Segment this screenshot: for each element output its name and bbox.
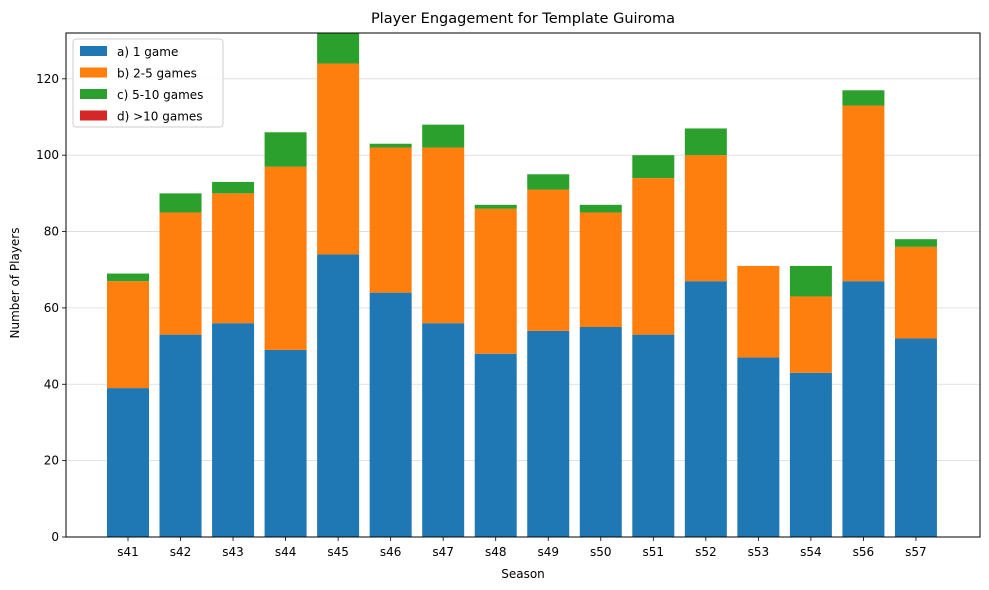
y-tick-label: 0 xyxy=(51,530,59,544)
bar-segment xyxy=(474,353,517,537)
bar-segment xyxy=(107,273,149,282)
y-axis: 0 20 40 60 80 100 120 xyxy=(36,72,66,544)
bar-segment xyxy=(632,334,675,537)
x-tick-label: s48 xyxy=(485,545,507,559)
bar-segment xyxy=(264,349,307,537)
bar-segment xyxy=(107,388,149,537)
bar-segment xyxy=(159,193,202,213)
x-tick-label: s44 xyxy=(275,545,297,559)
bar-segment xyxy=(264,132,307,167)
x-tick-label: s57 xyxy=(905,545,927,559)
x-tick-label: s41 xyxy=(117,545,139,559)
bar-segment xyxy=(527,330,570,537)
bar-segment xyxy=(212,181,255,194)
x-tick-label: s43 xyxy=(222,545,244,559)
bar-segment xyxy=(422,124,465,148)
legend: a) 1 game b) 2-5 games c) 5-10 games d) >10… xyxy=(72,38,224,128)
x-tick-label: s51 xyxy=(643,545,665,559)
bar-segment xyxy=(474,204,517,209)
bar-segment xyxy=(317,254,360,538)
x-axis-title: Season xyxy=(501,567,545,581)
legend-label: b) 2-5 games xyxy=(117,67,197,81)
bar-segment xyxy=(474,208,517,354)
bar-segment xyxy=(894,338,937,537)
y-tick-label: 20 xyxy=(44,454,59,468)
bar-segment xyxy=(159,212,202,335)
bar-segment xyxy=(789,372,832,537)
bar-segment xyxy=(684,281,727,537)
plot-frame xyxy=(65,32,981,538)
y-axis-title: Number of Players xyxy=(8,228,22,339)
bar-segment xyxy=(159,334,202,537)
bar-segment xyxy=(842,281,885,537)
bar-segment xyxy=(632,155,675,179)
legend-swatch xyxy=(80,46,107,56)
bar-segment xyxy=(527,174,570,190)
x-tick-label: s56 xyxy=(853,545,875,559)
legend-label: d) >10 games xyxy=(117,110,203,124)
legend-label: c) 5-10 games xyxy=(117,88,203,102)
bar-segment xyxy=(212,193,255,324)
bar-segment xyxy=(632,178,675,335)
x-tick-label: s42 xyxy=(170,545,192,559)
x-tick-label: s54 xyxy=(800,545,822,559)
bar-segment xyxy=(369,143,412,148)
legend-label: a) 1 game xyxy=(117,45,178,59)
y-tick-label: 80 xyxy=(44,225,59,239)
bar-segment xyxy=(422,147,465,324)
legend-swatch xyxy=(80,89,107,99)
chart-title: Player Engagement for Template Guiroma xyxy=(371,11,675,27)
bar-segment xyxy=(842,105,885,282)
bar-segment xyxy=(684,128,727,156)
bar-segment xyxy=(317,33,360,64)
bar-segment xyxy=(894,239,937,247)
x-tick-label: s49 xyxy=(537,545,559,559)
bar-segment xyxy=(737,357,780,537)
bar-segment xyxy=(789,265,832,297)
bar-segment xyxy=(737,265,780,358)
bar-segment xyxy=(579,212,622,327)
y-tick-label: 120 xyxy=(36,72,59,86)
legend-box xyxy=(72,38,224,128)
bar-segment xyxy=(579,327,622,537)
x-tick-label: s50 xyxy=(590,545,612,559)
x-tick-label: s46 xyxy=(380,545,402,559)
bar-segment xyxy=(264,166,307,350)
bar-segment xyxy=(369,147,412,293)
x-tick-label: s53 xyxy=(748,545,770,559)
bar-segment xyxy=(422,323,465,537)
bar-segment xyxy=(212,323,255,537)
bar-segment xyxy=(107,281,149,389)
x-tick-label: s52 xyxy=(695,545,717,559)
bar-segment xyxy=(894,246,937,339)
bar-segment xyxy=(684,155,727,282)
bar-segment xyxy=(369,292,412,537)
bar-segment xyxy=(842,90,885,106)
x-tick-label: s47 xyxy=(432,545,454,559)
bar-segment xyxy=(317,63,360,255)
y-tick-label: 40 xyxy=(44,377,59,391)
bars-layer xyxy=(107,33,937,538)
bar-segment xyxy=(579,204,622,213)
bar-segment xyxy=(789,296,832,373)
legend-swatch xyxy=(80,110,107,121)
x-tick-label: s45 xyxy=(327,545,349,559)
legend-swatch xyxy=(80,67,107,78)
x-axis: s41 s42 s43 s44 s45 s46 s47 s48 s49 s50 s51 s52 s53 s… xyxy=(117,537,927,559)
bar-segment xyxy=(527,189,570,331)
y-tick-label: 60 xyxy=(44,301,59,315)
y-tick-label: 100 xyxy=(36,148,59,162)
